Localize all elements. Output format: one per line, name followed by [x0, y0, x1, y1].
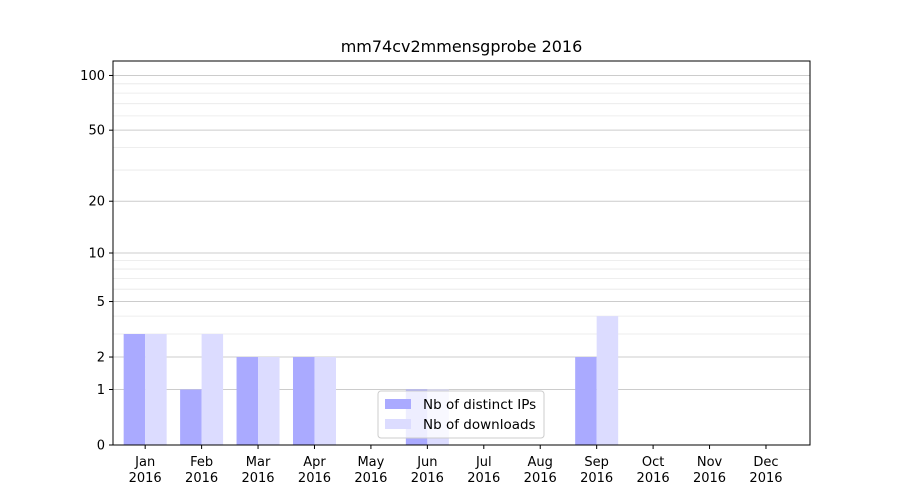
y-tick-label: 1: [97, 383, 105, 398]
x-tick-label-month: Sep: [584, 455, 609, 470]
x-tick-label-month: Jan: [134, 455, 155, 470]
y-tick-label: 5: [97, 295, 105, 310]
y-tick-label: 10: [88, 247, 105, 262]
y-axis: 0 1 2 5 10 20 50 100: [80, 69, 113, 454]
x-tick-label-month: Dec: [753, 455, 778, 470]
bar-distinct-ips-apr: [292, 357, 315, 445]
x-tick-label-month: Apr: [303, 455, 326, 470]
y-tick-label: 2: [97, 351, 105, 366]
x-tick-label-year: 2016: [129, 471, 162, 486]
x-tick-label-year: 2016: [580, 471, 613, 486]
legend-label: Nb of distinct IPs: [423, 397, 536, 413]
x-tick-label-month: Oct: [642, 455, 664, 470]
y-tick-label: 100: [80, 69, 105, 84]
bars: [123, 316, 619, 445]
legend-swatch: [385, 399, 411, 409]
bar-distinct-ips-mar: [236, 357, 259, 445]
bar-distinct-ips-jan: [123, 333, 146, 445]
x-tick-label-month: Feb: [190, 455, 213, 470]
y-tick-label: 0: [97, 439, 105, 454]
chart-title: mm74cv2mmensgprobe 2016: [341, 37, 583, 56]
y-tick-label: 20: [88, 195, 105, 210]
x-tick-label-month: Nov: [697, 455, 723, 470]
x-tick-label-month: Mar: [246, 455, 271, 470]
x-tick-label-month: Aug: [528, 455, 553, 470]
x-tick-label-year: 2016: [467, 471, 500, 486]
x-tick-label-month: Jul: [475, 455, 492, 470]
y-tick-label: 50: [88, 124, 105, 139]
x-tick-label-year: 2016: [411, 471, 444, 486]
x-tick-label-year: 2016: [241, 471, 274, 486]
legend-label: Nb of downloads: [423, 417, 536, 433]
legend-box: [377, 390, 545, 439]
x-tick-label-year: 2016: [354, 471, 387, 486]
bar-downloads-sep: [596, 316, 619, 445]
x-tick-label-month: May: [357, 455, 384, 470]
legend-swatch: [385, 419, 411, 429]
legend: Nb of distinct IPs Nb of downloads: [377, 390, 545, 439]
x-axis: Jan2016Feb2016Mar2016Apr2016May2016Jun20…: [129, 445, 783, 486]
x-tick-label-year: 2016: [637, 471, 670, 486]
x-tick-label-year: 2016: [749, 471, 782, 486]
x-tick-label-year: 2016: [524, 471, 557, 486]
grid: [113, 74, 810, 390]
bar-downloads-jan: [145, 333, 167, 445]
x-tick-label-year: 2016: [185, 471, 218, 486]
bar-downloads-apr: [314, 357, 336, 445]
x-tick-label-year: 2016: [298, 471, 331, 486]
bar-distinct-ips-feb: [180, 389, 202, 445]
x-tick-label-month: Jun: [416, 455, 437, 470]
bar-downloads-mar: [258, 357, 280, 445]
bar-downloads-feb: [201, 333, 224, 445]
bar-distinct-ips-sep: [575, 357, 597, 445]
x-tick-label-year: 2016: [693, 471, 726, 486]
